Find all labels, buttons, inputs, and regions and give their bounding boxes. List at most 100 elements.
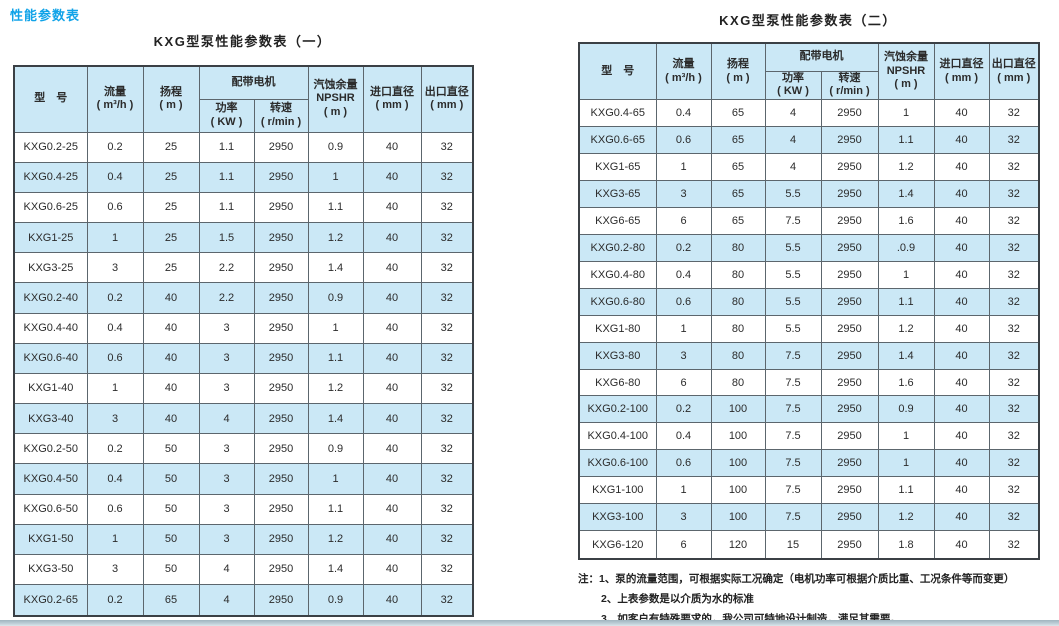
table-one-body: KXG0.2-25 0.2 25 1.1 2950 0.9 40 32 KXG0.4-25 0.4… xyxy=(13,131,474,617)
table-cell: 3 xyxy=(198,312,255,344)
table-cell: 0.9 xyxy=(307,584,364,617)
table-cell: 3 xyxy=(198,372,255,405)
table-cell: 0.9 xyxy=(307,131,364,163)
table-row: KXG0.4-40 0.4 40 3 2950 1 40 32 xyxy=(13,312,474,344)
table-cell: 7.5 xyxy=(764,476,822,505)
table-cell: 3 xyxy=(198,342,255,374)
table-cell: 7.5 xyxy=(764,503,822,532)
table-cell: 2950 xyxy=(820,287,879,316)
table-cell: 1.2 xyxy=(307,523,364,555)
table-cell: 40 xyxy=(933,260,990,289)
table-cell: 2950 xyxy=(820,99,879,127)
table-cell: 25 xyxy=(142,161,200,193)
table-row: KXG0.2-80 0.2 80 5.5 2950.0.9 40 32 xyxy=(578,233,1040,262)
table-cell: 1 xyxy=(86,222,144,254)
col-header-npshr: 汽蚀余量 NPSHR( m ) xyxy=(307,65,364,133)
table-cell: 4 xyxy=(764,99,822,127)
table-row: KXG6-120 6 120 15 2950 1.8 40 32 xyxy=(578,530,1040,560)
page-section-label: 性能参数表 xyxy=(10,8,81,23)
table-cell: 1 xyxy=(307,463,364,495)
table-cell: 1.2 xyxy=(307,222,364,254)
table-cell: 1.2 xyxy=(877,314,935,343)
table-cell: KXG0.2-100 xyxy=(578,395,657,424)
table-cell: 32 xyxy=(420,463,474,495)
table-cell: 80 xyxy=(710,314,766,343)
col-header-model-label: 型 号 xyxy=(34,92,68,105)
table-cell: 40 xyxy=(933,206,990,235)
table-cell: KXG6-80 xyxy=(578,368,657,397)
table-cell: 2950 xyxy=(820,152,879,181)
table-cell: 1.6 xyxy=(877,368,935,397)
table-cell: 40 xyxy=(142,372,200,405)
table-cell: 32 xyxy=(420,372,474,405)
table-cell: 80 xyxy=(710,368,766,397)
col-header-head-label: 扬程 xyxy=(727,57,749,70)
table-cell: 40 xyxy=(933,368,990,397)
table-cell: 65 xyxy=(710,179,766,208)
table-cell: 65 xyxy=(710,152,766,181)
table-cell: KXG3-100 xyxy=(578,503,657,532)
note-line-1: 注：1、泵的流量范围，可根据实际工况确定（电机功率可根据介质比重、工况条件等而变… xyxy=(578,569,1059,589)
table-cell: KXG0.4-40 xyxy=(13,312,88,344)
table-cell: 32 xyxy=(988,368,1040,397)
table-cell: 0.4 xyxy=(86,312,144,344)
table-cell: 1.1 xyxy=(198,191,255,224)
table-cell: 65 xyxy=(710,125,766,154)
col-header-speed-unit: ( r/min ) xyxy=(260,115,302,128)
table-cell: 2950 xyxy=(820,449,879,478)
col-header-inlet: 进口直径( mm ) xyxy=(933,42,990,100)
table-row: KXG0.4-25 0.4 25 1.1 2950 1 40 32 xyxy=(13,161,474,193)
table-cell: 32 xyxy=(988,179,1040,208)
table-cell: 1 xyxy=(877,260,935,289)
table-cell: KXG0.4-25 xyxy=(13,161,88,193)
table-cell: KXG6-120 xyxy=(578,530,657,560)
col-header-flow-unit: ( m³/h ) xyxy=(96,99,134,112)
table-cell: 2950 xyxy=(253,553,309,586)
table-cell: 1 xyxy=(655,314,712,343)
table-cell: 1 xyxy=(86,523,144,555)
table-cell: 3 xyxy=(198,433,255,465)
col-header-power-unit: ( KW ) xyxy=(777,85,809,98)
table-cell: 40 xyxy=(933,503,990,532)
col-header-inlet-unit: ( mm ) xyxy=(945,71,978,84)
table-cell: 1 xyxy=(877,99,935,127)
table-cell: 40 xyxy=(362,463,422,495)
table-cell: 40 xyxy=(362,553,422,586)
table-cell: KXG3-65 xyxy=(578,179,657,208)
table-cell: 5.5 xyxy=(764,287,822,316)
table-cell: 1.6 xyxy=(877,206,935,235)
table-cell: 3 xyxy=(655,179,712,208)
table-cell: 6 xyxy=(655,368,712,397)
table-cell: 25 xyxy=(142,191,200,224)
table-cell: KXG0.6-100 xyxy=(578,449,657,478)
table-cell: 2950 xyxy=(820,260,879,289)
table-cell: 40 xyxy=(142,282,200,314)
table-cell: 3 xyxy=(198,463,255,495)
table-cell: KXG0.6-80 xyxy=(578,287,657,316)
table-cell: 40 xyxy=(933,476,990,505)
table-cell: KXG3-40 xyxy=(13,403,88,435)
table-cell: 32 xyxy=(420,191,474,224)
table-cell: 100 xyxy=(710,503,766,532)
table-cell: KXG0.6-65 xyxy=(578,125,657,154)
table-cell: 2950 xyxy=(820,395,879,424)
table-cell: 7.5 xyxy=(764,422,822,451)
table-row: KXG0.4-80 0.4 80 5.5 2950 1 40 32 xyxy=(578,260,1040,289)
table-one-title: KXG型泵性能参数表（一） xyxy=(153,34,332,49)
table-cell: 32 xyxy=(420,553,474,586)
table-cell: 50 xyxy=(142,523,200,555)
table-row: KXG0.6-50 0.6 50 3 2950 1.1 40 32 xyxy=(13,493,474,525)
table-cell: 40 xyxy=(933,314,990,343)
table-cell: 0.6 xyxy=(655,287,712,316)
table-cell: 5.5 xyxy=(764,179,822,208)
table-cell: 2950 xyxy=(820,314,879,343)
table-cell: 0.6 xyxy=(86,191,144,224)
table-cell: 2950 xyxy=(253,372,309,405)
table-cell: 40 xyxy=(933,152,990,181)
table-cell: 1.8 xyxy=(877,530,935,560)
table-cell: 0.4 xyxy=(655,99,712,127)
table-cell: 2950 xyxy=(820,422,879,451)
table-cell: 0.2 xyxy=(655,233,712,262)
table-row: KXG0.6-40 0.6 40 3 2950 1.1 40 32 xyxy=(13,342,474,374)
table-cell: 32 xyxy=(988,449,1040,478)
